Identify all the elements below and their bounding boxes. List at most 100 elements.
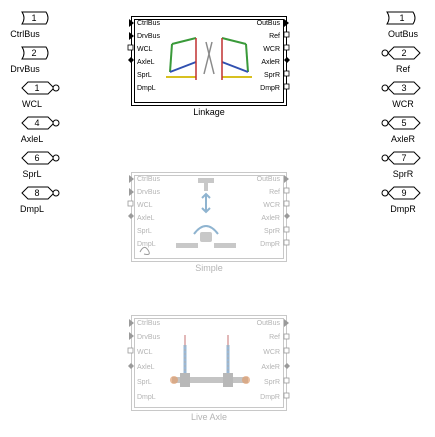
connection-port-icon: 5 — [381, 116, 421, 130]
bus-inport-icon: 1 — [21, 11, 49, 25]
linkage-mechanism-icon — [166, 37, 252, 80]
block-frame-inner — [134, 318, 284, 408]
port-label-left: SprL — [137, 228, 152, 235]
port-label-left: AxleL — [137, 59, 155, 66]
bus-outport-icon: 1 — [386, 11, 416, 25]
svg-text:2: 2 — [31, 48, 36, 58]
block-frame — [131, 315, 287, 411]
inport-ctrlbus[interactable]: 1 — [20, 11, 60, 25]
block-caption: Live Axle — [190, 412, 228, 422]
port-label-left: DrvBus — [137, 334, 160, 341]
connport-axler[interactable]: 5 — [380, 116, 424, 130]
block-frame-inner — [134, 175, 284, 259]
block-frame-inner — [134, 19, 284, 103]
connport-label-sprl: SprL — [22, 169, 42, 179]
subsystem-live-axle[interactable]: CtrlBus DrvBus WCL AxleL SprL DmpL OutBu… — [127, 315, 290, 425]
connport-label-dmpr: DmpR — [390, 204, 416, 214]
port-markers-icon — [127, 319, 290, 399]
subsystem-simple[interactable]: CtrlBus DrvBus WCL AxleL SprL DmpL OutBu… — [127, 170, 290, 276]
connection-port-icon: 8 — [21, 186, 60, 200]
port-label-left: AxleL — [137, 215, 155, 222]
port-label-right: OutBus — [256, 20, 280, 27]
port-label-right: AxleR — [261, 364, 280, 371]
port-label-right: Ref — [269, 33, 280, 40]
port-label-right: WCR — [263, 46, 280, 53]
connport-label-dmpl: DmpL — [19, 204, 44, 214]
connection-port-icon: 2 — [381, 46, 421, 60]
inport-label-drvbus: DrvBus — [10, 64, 40, 74]
connport-ref[interactable]: 2 — [380, 46, 424, 60]
block-caption: Linkage — [193, 107, 225, 117]
svg-text:1: 1 — [31, 13, 36, 23]
svg-text:6: 6 — [34, 153, 39, 163]
connection-port-icon: 9 — [381, 186, 421, 200]
connport-dmpl[interactable]: 8 — [20, 186, 60, 200]
port-label-left: CtrlBus — [137, 176, 160, 183]
port-label-right: DmpR — [260, 394, 280, 401]
connection-port-icon: 4 — [21, 116, 60, 130]
outport-label-outbus: OutBus — [387, 29, 418, 39]
port-label-right: SprR — [264, 228, 280, 235]
port-label-right: OutBus — [256, 176, 280, 183]
connport-label-axlel: AxleL — [20, 134, 44, 144]
port-label-right: AxleR — [261, 215, 280, 222]
port-label-right: SprR — [264, 379, 280, 386]
port-label-right: AxleR — [261, 59, 280, 66]
connport-dmpr[interactable]: 9 — [380, 186, 424, 200]
connport-label-sprr: SprR — [392, 169, 414, 179]
connection-port-icon: 7 — [381, 151, 421, 165]
port-label-left: DrvBus — [137, 33, 160, 40]
svg-text:4: 4 — [34, 118, 39, 128]
simple-suspension-icon — [139, 178, 236, 255]
port-label-right: Ref — [269, 334, 280, 341]
connport-label-axler: AxleR — [390, 134, 415, 144]
port-label-left: WCL — [137, 46, 153, 53]
port-markers-icon — [127, 19, 290, 90]
port-markers-icon — [127, 175, 290, 246]
live-axle-icon — [170, 335, 250, 387]
connport-label-ref: Ref — [395, 64, 410, 74]
svg-text:9: 9 — [401, 188, 406, 198]
port-label-left: WCL — [137, 349, 153, 356]
connport-wcr[interactable]: 3 — [380, 81, 424, 95]
connection-port-icon: 1 — [21, 81, 60, 95]
svg-text:8: 8 — [34, 188, 39, 198]
port-label-right: WCR — [263, 349, 280, 356]
port-label-left: CtrlBus — [137, 20, 160, 27]
svg-text:7: 7 — [401, 153, 406, 163]
port-label-right: WCR — [263, 202, 280, 209]
port-label-left: SprL — [137, 379, 152, 386]
subsystem-linkage[interactable]: CtrlBus DrvBus WCL AxleL SprL DmpL OutBu… — [127, 14, 290, 120]
connport-sprr[interactable]: 7 — [380, 151, 424, 165]
svg-text:3: 3 — [401, 83, 406, 93]
port-label-left: CtrlBus — [137, 320, 160, 327]
port-label-right: DmpR — [260, 241, 280, 248]
bus-inport-icon: 2 — [21, 46, 49, 60]
connport-label-wcr: WCR — [392, 99, 414, 109]
port-label-right: OutBus — [256, 320, 280, 327]
block-caption: Simple — [195, 263, 223, 273]
port-label-left: DmpL — [137, 394, 156, 401]
port-label-left: AxleL — [137, 364, 155, 371]
port-label-left: SprL — [137, 72, 152, 79]
port-label-right: SprR — [264, 72, 280, 79]
port-label-left: DmpL — [137, 85, 156, 92]
port-label-left: DrvBus — [137, 189, 160, 196]
connection-port-icon: 6 — [21, 151, 60, 165]
svg-text:1: 1 — [399, 13, 404, 23]
port-label-left: DmpL — [137, 241, 156, 248]
connport-label-wcl: WCL — [22, 99, 42, 109]
inport-drvbus[interactable]: 2 — [20, 46, 60, 60]
svg-text:1: 1 — [34, 83, 39, 93]
inport-label-ctrlbus: CtrlBus — [10, 29, 40, 39]
connport-wcl[interactable]: 1 — [20, 81, 60, 95]
connection-port-icon: 3 — [381, 81, 421, 95]
port-label-right: DmpR — [260, 85, 280, 92]
outport-outbus[interactable]: 1 — [383, 11, 423, 25]
connport-sprl[interactable]: 6 — [20, 151, 60, 165]
svg-text:2: 2 — [401, 48, 406, 58]
svg-text:5: 5 — [401, 118, 406, 128]
connport-axlel[interactable]: 4 — [20, 116, 60, 130]
port-label-left: WCL — [137, 202, 153, 209]
port-label-right: Ref — [269, 189, 280, 196]
